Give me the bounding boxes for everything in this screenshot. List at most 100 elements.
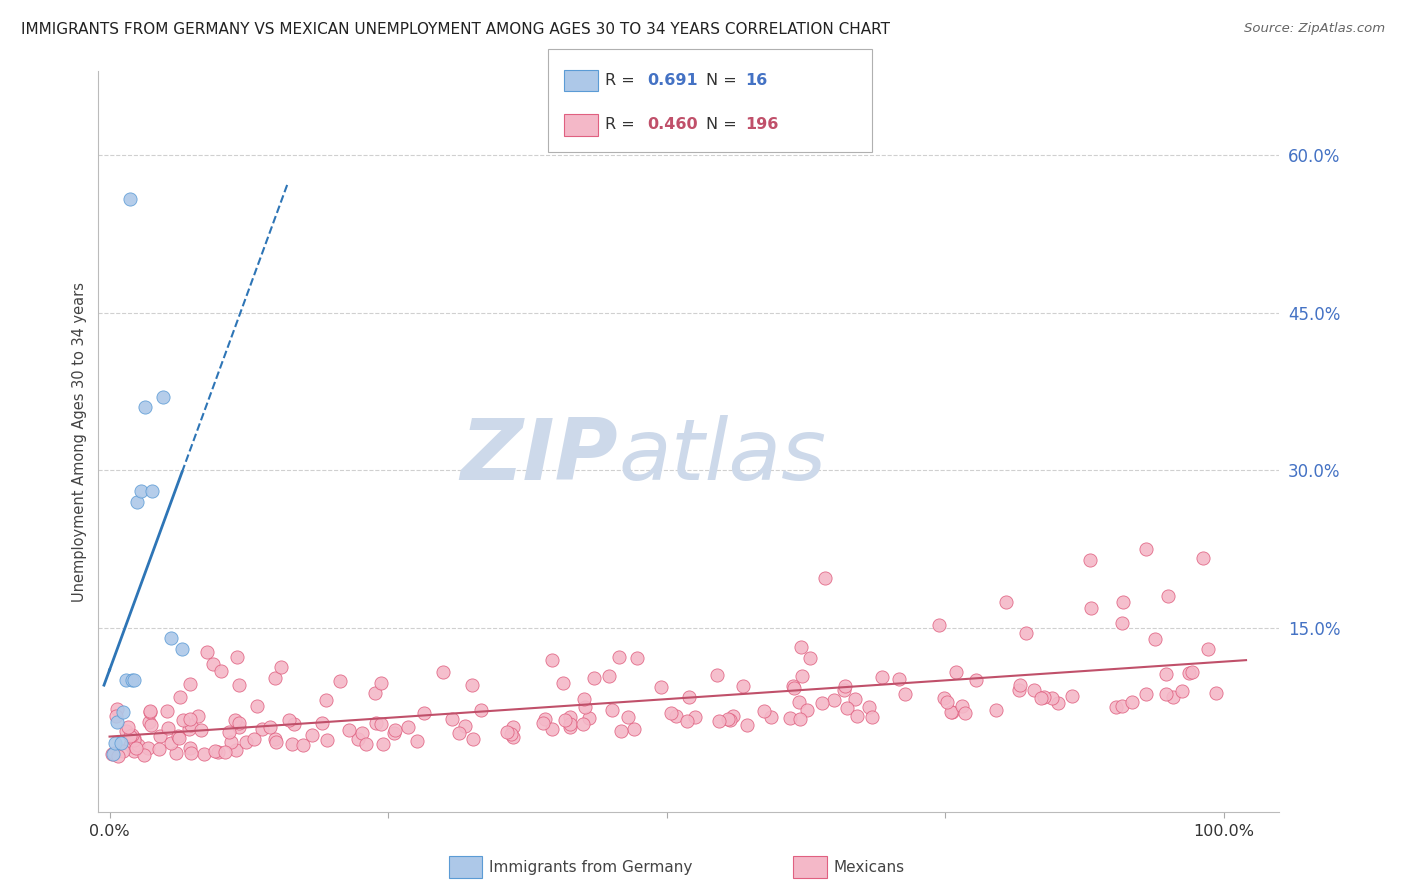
Point	[665, 708, 688, 723]
Point	[787, 695, 810, 709]
Point	[316, 733, 339, 747]
Point	[127, 495, 149, 509]
Point	[616, 710, 638, 724]
Point	[329, 674, 352, 689]
Point	[1121, 696, 1143, 710]
Point	[723, 709, 745, 723]
Point	[263, 732, 285, 747]
Point	[139, 705, 162, 719]
Point	[172, 713, 194, 727]
Point	[889, 672, 911, 686]
Point	[790, 640, 813, 654]
Point	[264, 735, 287, 749]
Point	[129, 484, 152, 499]
Point	[1033, 690, 1056, 705]
Point	[860, 710, 883, 724]
Point	[149, 729, 172, 743]
Point	[228, 715, 250, 730]
Point	[1015, 626, 1038, 640]
Text: IMMIGRANTS FROM GERMANY VS MEXICAN UNEMPLOYMENT AMONG AGES 30 TO 34 YEARS CORREL: IMMIGRANTS FROM GERMANY VS MEXICAN UNEMP…	[21, 22, 890, 37]
Point	[218, 725, 240, 739]
Point	[104, 736, 127, 750]
Point	[496, 724, 519, 739]
Point	[278, 713, 301, 727]
Point	[179, 741, 201, 756]
Point	[354, 737, 377, 751]
Point	[243, 732, 266, 747]
Point	[120, 729, 142, 743]
Point	[134, 401, 156, 415]
Point	[138, 715, 160, 730]
Point	[156, 704, 179, 718]
Point	[1177, 666, 1199, 681]
Point	[120, 739, 142, 753]
Point	[834, 679, 856, 693]
Point	[228, 720, 250, 734]
Point	[1154, 666, 1177, 681]
Point	[1078, 552, 1101, 566]
Point	[678, 690, 700, 704]
Point	[1024, 683, 1046, 698]
Point	[676, 714, 699, 729]
Point	[167, 731, 190, 746]
Point	[1111, 698, 1133, 713]
Point	[337, 723, 360, 737]
Point	[139, 704, 162, 718]
Point	[204, 744, 226, 758]
Text: 0.691: 0.691	[647, 73, 697, 87]
Point	[534, 712, 557, 726]
Point	[502, 731, 524, 745]
Point	[263, 671, 285, 685]
Point	[598, 669, 620, 683]
Point	[291, 738, 314, 752]
Point	[759, 710, 782, 724]
Point	[1205, 686, 1227, 700]
Point	[225, 743, 247, 757]
Point	[1144, 632, 1167, 646]
Text: 196: 196	[745, 118, 779, 132]
Point	[101, 747, 124, 761]
Point	[928, 618, 950, 632]
Point	[1112, 595, 1135, 609]
Text: N =: N =	[706, 118, 742, 132]
Point	[950, 699, 973, 714]
Point	[157, 722, 180, 736]
Point	[141, 484, 163, 499]
Point	[124, 733, 146, 747]
Point	[583, 671, 606, 685]
Point	[105, 702, 128, 716]
Point	[315, 693, 337, 707]
Point	[623, 722, 645, 736]
Point	[790, 669, 813, 683]
Point	[125, 740, 148, 755]
Text: atlas: atlas	[619, 415, 827, 498]
Point	[219, 735, 242, 749]
Point	[283, 716, 305, 731]
Point	[706, 667, 728, 681]
Point	[104, 709, 127, 723]
Point	[554, 713, 576, 727]
Point	[501, 726, 523, 740]
Point	[453, 719, 475, 733]
Point	[121, 728, 143, 742]
Point	[560, 720, 582, 734]
Point	[122, 744, 145, 758]
Point	[366, 715, 388, 730]
Point	[382, 726, 405, 740]
Point	[259, 720, 281, 734]
Point	[553, 675, 575, 690]
Point	[1047, 696, 1070, 710]
Point	[811, 697, 834, 711]
Point	[1111, 616, 1133, 631]
Point	[225, 649, 247, 664]
Point	[252, 723, 274, 737]
Point	[228, 678, 250, 692]
Point	[441, 712, 464, 726]
Point	[953, 706, 976, 720]
Point	[832, 683, 855, 698]
Point	[626, 650, 648, 665]
Point	[1135, 687, 1157, 701]
Point	[572, 717, 595, 731]
Point	[138, 740, 160, 755]
Point	[141, 718, 163, 732]
